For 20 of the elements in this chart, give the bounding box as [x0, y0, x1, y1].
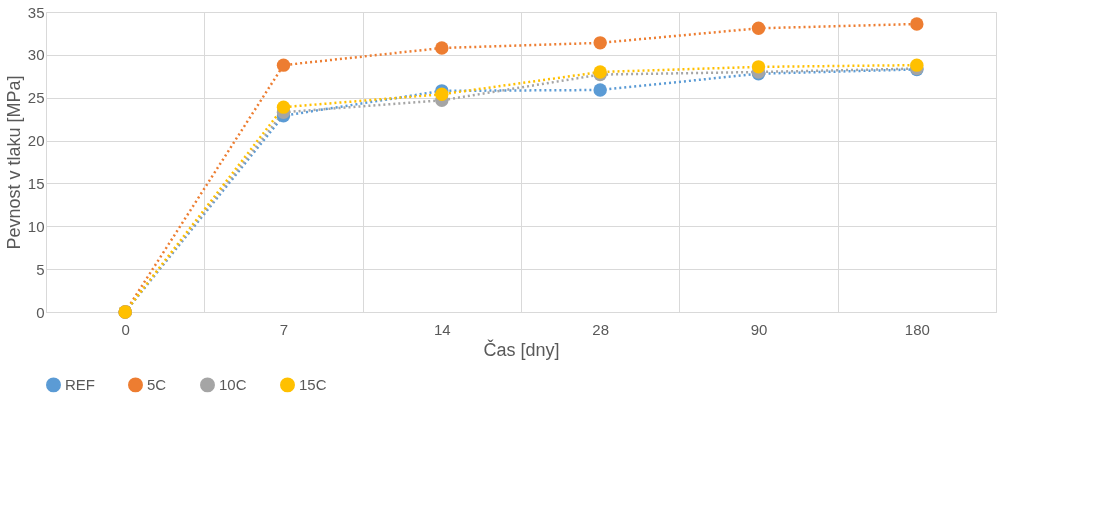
- y-tick-label: 25: [27, 89, 45, 107]
- x-tick-label: 0: [121, 320, 130, 338]
- legend-label: 10C: [219, 375, 247, 393]
- legend-label: REF: [65, 375, 95, 393]
- x-tick-label: 14: [433, 320, 451, 338]
- x-tick-label: 90: [750, 320, 768, 338]
- legend-label: 5C: [147, 375, 167, 393]
- y-tick-label: 15: [27, 174, 45, 192]
- y-tick-label: 20: [27, 132, 45, 150]
- y-axis-title: Pevnost v tlaku [MPa]: [3, 75, 24, 250]
- x-axis-title: Čas [dny]: [483, 338, 560, 360]
- y-tick-label: 0: [36, 303, 45, 321]
- legend-label: 15C: [299, 375, 327, 393]
- x-tick-label: 7: [279, 320, 289, 338]
- y-tick-label: 10: [27, 217, 45, 235]
- y-tick-label: 5: [36, 260, 45, 278]
- y-tick-label: 35: [27, 3, 45, 21]
- y-tick-label: 30: [27, 46, 45, 64]
- x-tick-label: 180: [904, 320, 930, 338]
- x-tick-label: 28: [592, 320, 610, 338]
